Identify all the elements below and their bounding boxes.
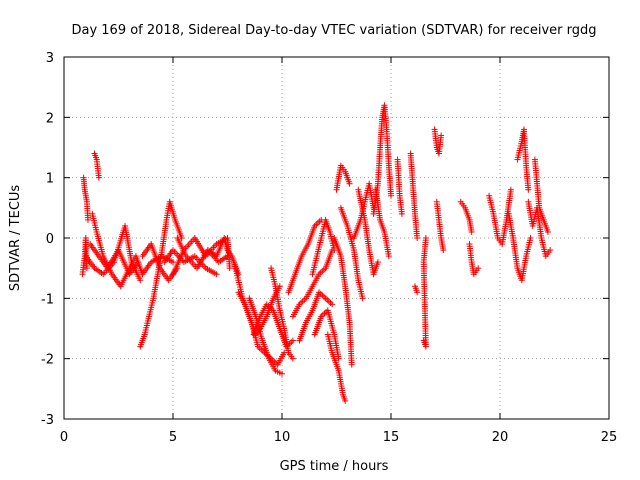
data-point <box>135 259 142 266</box>
data-point <box>468 228 475 235</box>
data-point <box>385 253 392 260</box>
data-point <box>95 174 102 181</box>
data-point <box>475 265 482 272</box>
data-point <box>414 235 421 241</box>
data-point <box>84 216 91 223</box>
data-point <box>374 259 381 266</box>
data-point <box>507 186 514 193</box>
data-point <box>170 259 176 266</box>
data-point <box>359 295 366 302</box>
data-point <box>346 180 353 187</box>
y-tick-label: -2 <box>41 353 54 368</box>
data-point <box>226 265 233 272</box>
y-tick-label: 3 <box>46 51 54 66</box>
y-tick-label: 2 <box>46 111 54 126</box>
data-point <box>289 337 296 344</box>
data-point <box>137 277 144 284</box>
data-points <box>79 102 554 404</box>
x-tick-label: 10 <box>274 430 291 445</box>
data-point <box>527 235 534 241</box>
data-point <box>438 132 445 139</box>
x-tick-label: 0 <box>60 430 68 445</box>
x-axis-label: GPS time / hours <box>280 459 389 474</box>
data-point <box>279 370 285 377</box>
y-tick-label: 1 <box>46 172 54 187</box>
x-tick-label: 15 <box>383 430 400 445</box>
y-axis-label: SDTVAR / TECUs <box>8 185 23 292</box>
data-point <box>544 228 551 235</box>
data-point <box>398 210 405 217</box>
x-tick-label: 5 <box>169 430 177 445</box>
data-point <box>342 397 349 404</box>
data-point <box>348 361 355 368</box>
data-point <box>213 271 220 278</box>
data-point <box>440 247 447 254</box>
data-point <box>525 186 532 193</box>
y-tick-label: -1 <box>41 292 54 307</box>
data-point <box>289 355 296 362</box>
data-point <box>329 301 336 308</box>
data-point <box>388 192 394 199</box>
axes: 0 5 10 15 20 25 -3 -2 -1 0 1 2 3 <box>41 51 617 445</box>
y-tick-label: 0 <box>46 232 54 247</box>
data-point <box>414 289 421 296</box>
chart-title: Day 169 of 2018, Sidereal Day-to-day VTE… <box>71 23 596 38</box>
data-point <box>422 235 429 241</box>
y-tick-label: -3 <box>41 413 54 428</box>
x-tick-label: 25 <box>601 430 618 445</box>
data-point <box>83 265 90 272</box>
data-point <box>547 247 554 254</box>
x-tick-label: 20 <box>492 430 509 445</box>
